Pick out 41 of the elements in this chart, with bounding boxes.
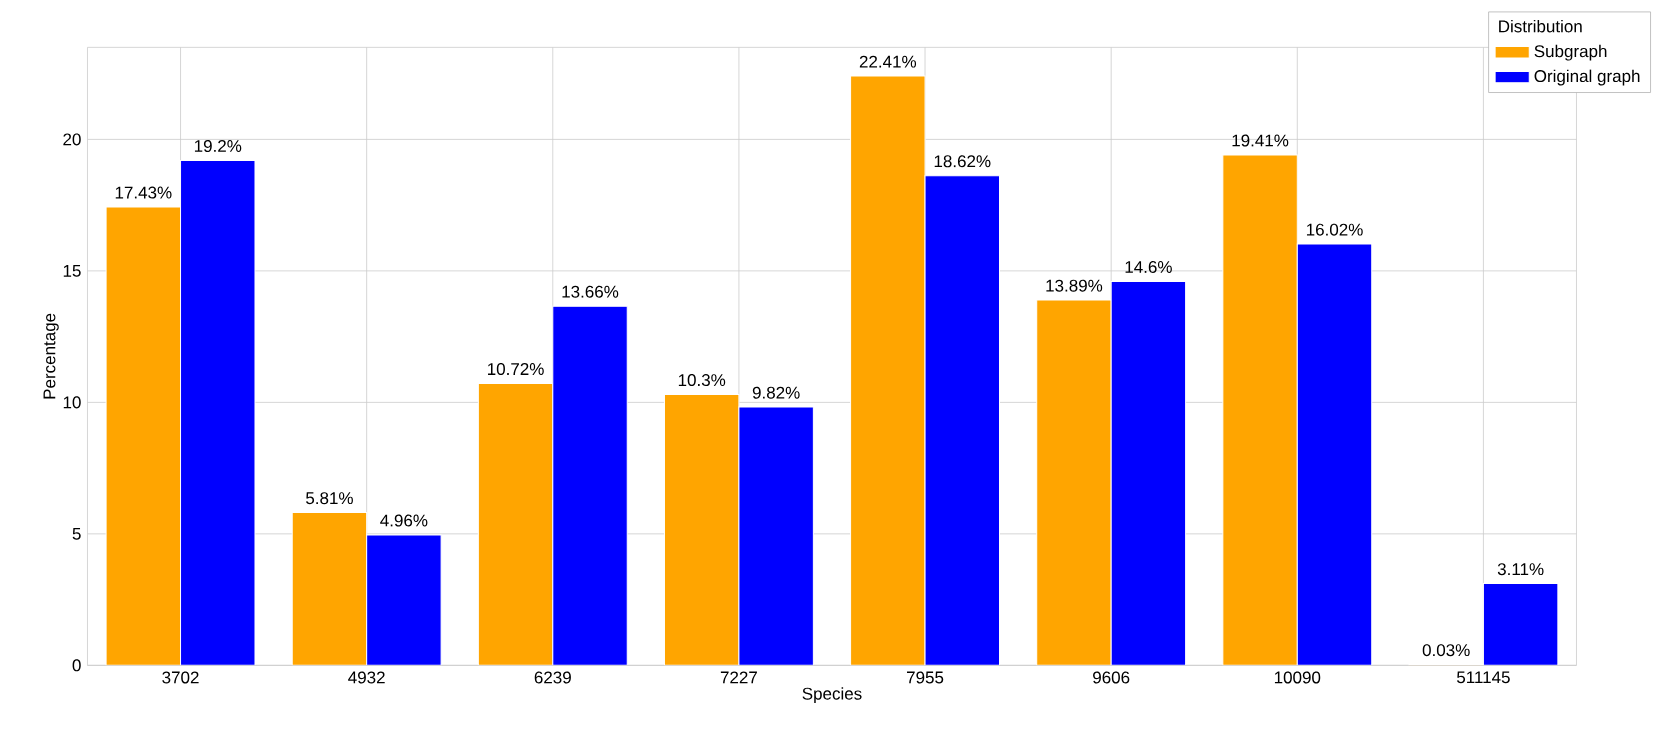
data-label: 16.02%	[1306, 223, 1363, 236]
data-label: 9.82%	[752, 386, 800, 399]
data-label: 19.2%	[194, 140, 242, 153]
data-label: 13.89%	[1046, 279, 1103, 292]
data-label: 19.41%	[1232, 134, 1289, 147]
x-tick-label: 9606	[1093, 671, 1130, 684]
data-label: 10.72%	[488, 363, 544, 376]
data-label: 22.41%	[859, 55, 917, 68]
x-tick-label: 7955	[907, 671, 944, 684]
data-label: 4.96%	[380, 514, 428, 527]
data-label: 17.43%	[115, 186, 172, 199]
bar	[850, 75, 926, 666]
y-tick-label: 15	[63, 264, 81, 277]
data-label: 5.81%	[306, 492, 353, 505]
data-label: 3.11%	[1497, 563, 1544, 576]
data-label: 14.6%	[1125, 260, 1172, 273]
x-tick-label: 3702	[162, 671, 199, 684]
y-tick-label: 5	[72, 527, 81, 540]
bar	[291, 512, 368, 666]
bar	[1036, 299, 1112, 666]
y-tick-label: 0	[72, 659, 81, 672]
x-tick-label: 10090	[1274, 671, 1321, 684]
data-label: 18.62%	[934, 155, 991, 168]
legend-label: Original graph	[1534, 69, 1640, 86]
x-tick-label: 7227	[720, 671, 757, 684]
bar	[1222, 154, 1298, 666]
x-tick-label: 511145	[1457, 671, 1510, 684]
bar	[477, 382, 554, 666]
legend-label: Subgraph	[1534, 44, 1607, 61]
y-tick-label: 20	[63, 133, 81, 146]
data-label: 13.66%	[562, 285, 619, 298]
data-label: 0.03%	[1422, 644, 1470, 657]
data-label: 10.3%	[678, 374, 726, 387]
bar	[663, 393, 740, 666]
y-tick-label: 10	[63, 396, 81, 409]
x-tick-label: 4932	[348, 671, 385, 684]
legend-title: Distribution	[1499, 19, 1582, 33]
x-tick-label: 6239	[534, 671, 571, 684]
y-axis-title: Percentage	[43, 313, 59, 399]
x-axis-title: Species	[802, 687, 862, 704]
bar	[105, 206, 182, 666]
